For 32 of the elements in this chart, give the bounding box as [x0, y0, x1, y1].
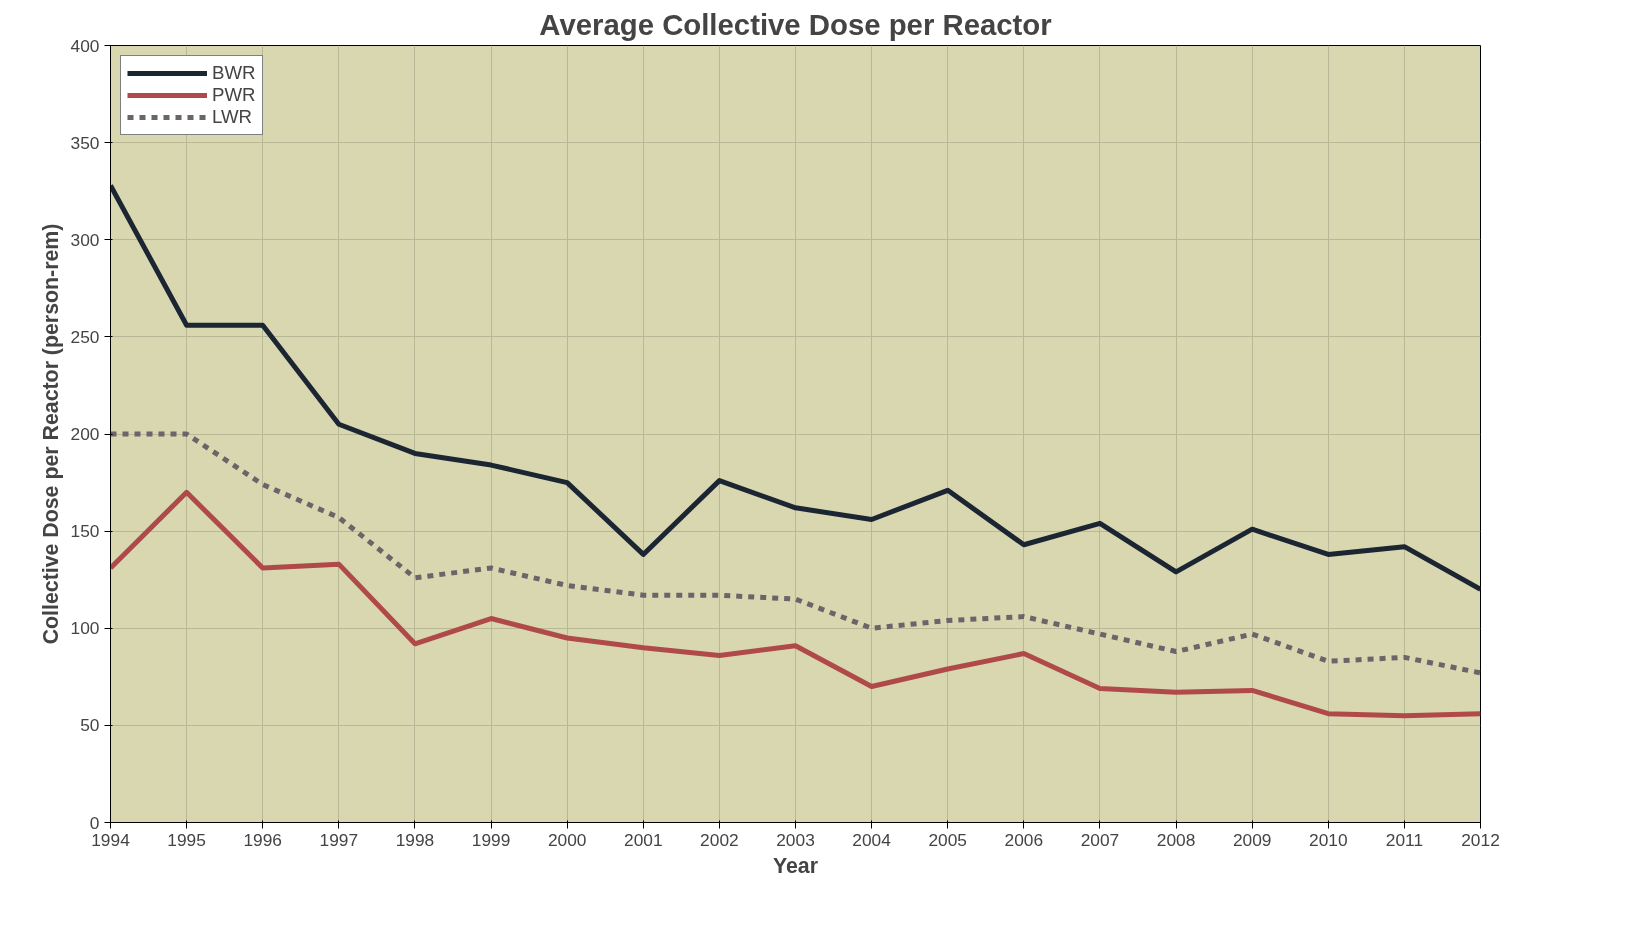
- x-tick-label: 2007: [1080, 829, 1120, 850]
- x-tick-label: 1996: [243, 829, 283, 850]
- x-tick-label: 2002: [700, 829, 739, 850]
- x-tick-label: 2001: [624, 829, 663, 850]
- x-tick-label: 2000: [547, 829, 587, 850]
- x-tick-label: 2005: [928, 829, 968, 850]
- y-tick-label: 250: [70, 326, 100, 347]
- y-tick-label: 150: [70, 521, 100, 542]
- x-axis-title: Year: [772, 853, 819, 878]
- y-tick-label: 200: [70, 424, 100, 444]
- x-tick-label: 1998: [395, 829, 435, 850]
- y-axis-title: Collective Dose per Reactor (person-rem): [38, 223, 63, 645]
- y-tick-label: 350: [70, 132, 100, 153]
- x-tick-label: 1997: [319, 829, 359, 850]
- legend-label: BWR: [212, 62, 256, 84]
- chart-title: Average Collective Dose per Reactor: [539, 7, 1052, 41]
- x-tick-label: 2006: [1004, 829, 1044, 850]
- y-tick-label: 300: [70, 229, 100, 250]
- x-tick-label: 2010: [1309, 829, 1348, 850]
- x-tick-label: 2003: [776, 829, 815, 850]
- x-tick-label: 1995: [167, 829, 206, 850]
- y-tick-label: 100: [70, 618, 100, 639]
- x-tick-label: 2012: [1461, 829, 1500, 850]
- x-tick-label: 2004: [852, 829, 892, 850]
- y-tick-label: 50: [80, 715, 100, 736]
- y-tick-label: 400: [70, 35, 100, 56]
- legend-label: PWR: [212, 84, 256, 106]
- legend-label: LWR: [212, 106, 253, 128]
- x-tick-label: 2009: [1232, 829, 1272, 850]
- x-tick-label: 2008: [1156, 829, 1196, 850]
- x-tick-label: 1999: [471, 829, 511, 850]
- x-tick-label: 2011: [1385, 829, 1424, 850]
